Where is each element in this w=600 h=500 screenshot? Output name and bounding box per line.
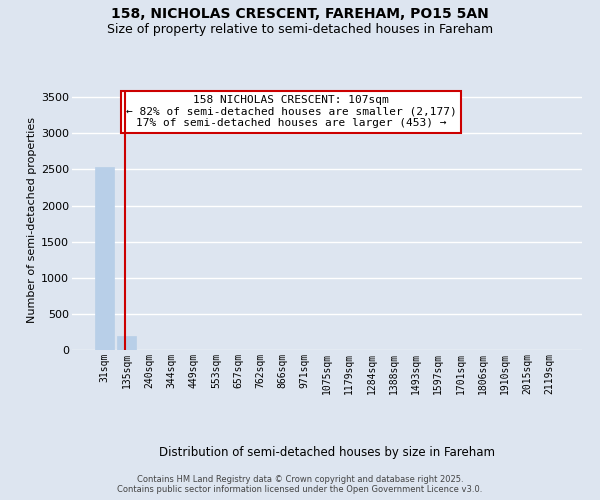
Y-axis label: Number of semi-detached properties: Number of semi-detached properties (27, 117, 37, 323)
Bar (95, 168, 114, 350)
Text: Contains HM Land Registry data © Crown copyright and database right 2025.
Contai: Contains HM Land Registry data © Crown c… (118, 474, 482, 494)
Text: Size of property relative to semi-detached houses in Fareham: Size of property relative to semi-detach… (107, 22, 493, 36)
Text: Distribution of semi-detached houses by size in Fareham: Distribution of semi-detached houses by … (159, 446, 495, 459)
Bar (118, 336, 136, 350)
Text: 158 NICHOLAS CRESCENT: 107sqm
← 82% of semi-detached houses are smaller (2,177)
: 158 NICHOLAS CRESCENT: 107sqm ← 82% of s… (126, 95, 457, 128)
Text: 158, NICHOLAS CRESCENT, FAREHAM, PO15 5AN: 158, NICHOLAS CRESCENT, FAREHAM, PO15 5A… (111, 8, 489, 22)
